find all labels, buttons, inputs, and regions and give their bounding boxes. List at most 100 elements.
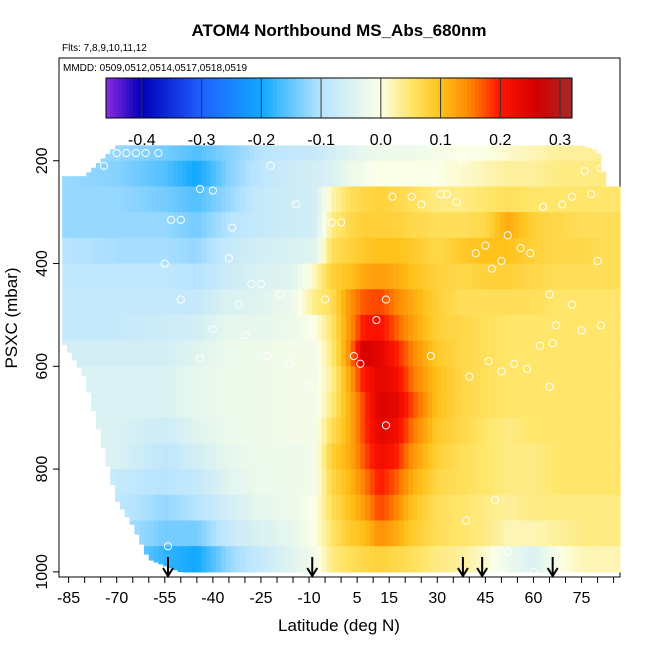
heatmap-cell: [350, 546, 357, 573]
heatmap-cell: [398, 417, 405, 444]
heatmap-cell: [201, 417, 208, 444]
heatmap-cell: [427, 469, 434, 496]
heatmap-cell: [288, 212, 294, 239]
colorbar-segment: [152, 78, 157, 118]
heatmap-cell: [576, 417, 583, 444]
heatmap-cell: [403, 145, 410, 162]
heatmap-cell: [259, 237, 265, 265]
x-tick-label: -55: [153, 590, 176, 607]
heatmap-cell: [514, 494, 520, 522]
heatmap-cell: [591, 494, 597, 522]
heatmap-cell: [201, 160, 208, 188]
heatmap-cell: [581, 443, 587, 470]
heatmap-cell: [442, 443, 448, 470]
heatmap-cell: [480, 186, 486, 213]
heatmap-cell: [278, 494, 284, 522]
colorbar-segment: [257, 78, 262, 118]
heatmap-cell: [216, 520, 222, 547]
heatmap-cell: [499, 212, 506, 239]
colorbar-segment: [560, 78, 565, 118]
heatmap-cell: [230, 314, 236, 342]
heatmap-cell: [273, 289, 280, 316]
heatmap-cell: [196, 417, 203, 444]
heatmap-cell: [293, 160, 299, 188]
heatmap-cell: [403, 494, 410, 522]
heatmap-cell: [567, 469, 573, 496]
heatmap-cell: [254, 469, 260, 496]
heatmap-cell: [547, 145, 554, 162]
heatmap-cell: [240, 314, 246, 342]
heatmap-cell: [345, 469, 352, 496]
heatmap-cell: [432, 494, 438, 522]
heatmap-cell: [153, 546, 159, 563]
heatmap-cell: [600, 417, 607, 444]
heatmap-cell: [567, 340, 573, 367]
heatmap-cell: [562, 443, 568, 470]
heatmap-cell: [336, 494, 342, 522]
heatmap-cell: [591, 417, 597, 444]
heatmap-cell: [182, 289, 188, 316]
heatmap-cell: [119, 366, 126, 393]
x-tick-label: 75: [573, 590, 591, 607]
colorbar-segment: [117, 78, 123, 118]
heatmap-cell: [437, 494, 443, 522]
heatmap-cell: [413, 160, 419, 188]
heatmap-cell: [153, 289, 159, 316]
heatmap-cell: [317, 546, 323, 573]
heatmap-cell: [124, 212, 131, 239]
heatmap-cell: [442, 314, 448, 342]
heatmap-cell: [422, 186, 429, 213]
heatmap-cell: [350, 417, 357, 444]
heatmap-cell: [326, 186, 333, 213]
heatmap-cell: [182, 469, 188, 496]
heatmap-cell: [408, 494, 414, 522]
heatmap-cell: [86, 186, 92, 213]
heatmap-cell: [321, 494, 328, 522]
heatmap-cell: [610, 212, 616, 239]
heatmap-cell: [326, 366, 333, 393]
heatmap-cell: [163, 212, 169, 239]
heatmap-cell: [177, 494, 184, 522]
heatmap-cell: [317, 289, 323, 316]
heatmap-cell: [71, 186, 78, 213]
heatmap-cell: [321, 160, 328, 188]
heatmap-cell: [408, 289, 414, 316]
heatmap-cell: [509, 469, 515, 496]
heatmap-cell: [235, 392, 241, 419]
colorbar-segment: [502, 78, 507, 118]
heatmap-cell: [206, 340, 212, 367]
heatmap-cell: [148, 145, 155, 162]
heatmap-cell: [326, 314, 333, 342]
colorbar-segment: [222, 78, 227, 118]
heatmap-cell: [317, 237, 323, 265]
heatmap-cell: [177, 520, 184, 547]
colorbar-segment: [354, 78, 359, 118]
heatmap: [62, 145, 621, 573]
heatmap-cell: [576, 289, 583, 316]
heatmap-cell: [187, 314, 193, 342]
heatmap-cell: [129, 443, 135, 470]
heatmap-cell: [81, 263, 87, 290]
heatmap-cell: [283, 160, 289, 188]
heatmap-cell: [278, 160, 284, 188]
heatmap-cell: [341, 314, 347, 342]
heatmap-cell: [451, 469, 458, 496]
sample-point: [381, 421, 391, 430]
heatmap-cell: [302, 212, 309, 239]
sample-point: [285, 359, 294, 368]
sample-point: [426, 351, 435, 361]
heatmap-cell: [129, 392, 135, 419]
heatmap-cell: [326, 520, 333, 547]
heatmap-cell: [119, 494, 126, 510]
heatmap-cell: [163, 392, 169, 419]
colorbar-segment: [125, 78, 130, 118]
heatmap-cell: [268, 443, 275, 470]
heatmap-cell: [148, 520, 155, 547]
heatmap-cell: [201, 546, 208, 573]
heatmap-cell: [273, 145, 280, 162]
colorbar-segment: [416, 78, 422, 118]
heatmap-cell: [451, 366, 458, 393]
heatmap-cell: [446, 160, 453, 188]
heatmap-cell: [562, 160, 568, 188]
colorbar-segment: [556, 78, 561, 118]
